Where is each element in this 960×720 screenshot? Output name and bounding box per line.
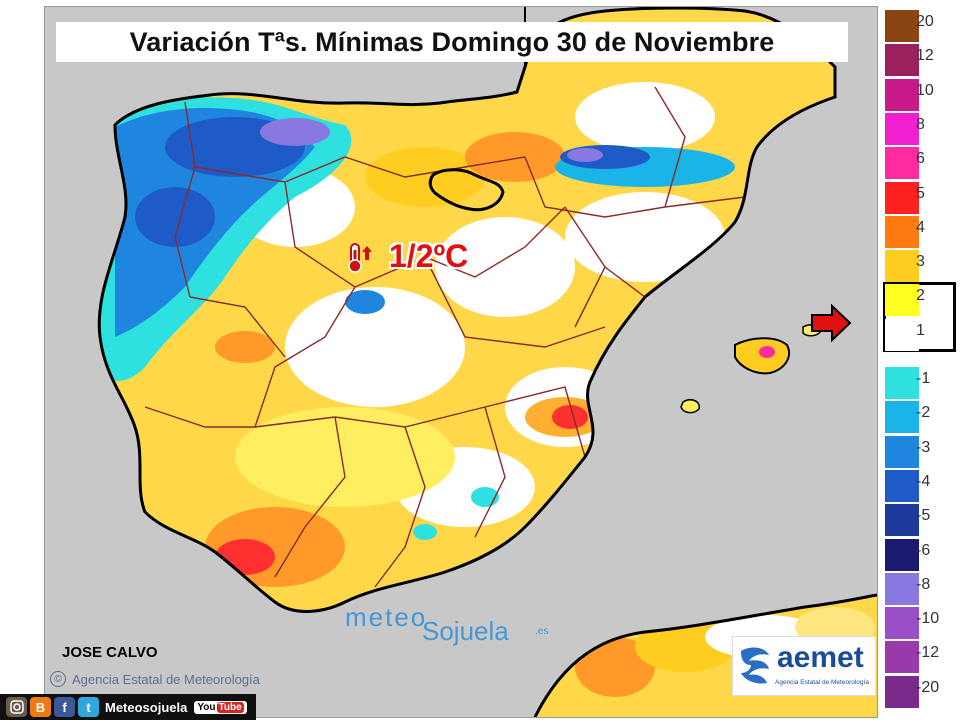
legend-label: 1: [916, 321, 925, 339]
legend-swatch: [885, 318, 919, 351]
aemet-logo: aemet Agencia Estatal de Meteorología: [732, 636, 876, 696]
legend-label: 5: [916, 184, 925, 202]
legend-swatch: [885, 10, 919, 42]
legend-swatch: [885, 215, 919, 248]
legend-swatch: [885, 504, 919, 537]
legend-label: 3: [916, 253, 925, 271]
social-handle[interactable]: Meteosojuela: [105, 699, 188, 715]
twitter-icon[interactable]: t: [78, 697, 99, 717]
legend-swatch: [885, 401, 919, 434]
legend-swatch: [885, 78, 919, 111]
copyright-icon: ©: [50, 671, 66, 687]
legend-swatch: [885, 112, 919, 145]
legend-label: -2: [916, 404, 931, 422]
anomaly-value: 1/2ºC: [389, 238, 469, 274]
youtube-icon[interactable]: You Tube: [194, 700, 247, 714]
anomaly-annotation: 1/2ºC: [345, 238, 468, 275]
legend-swatch: [885, 641, 919, 674]
legend-label: -4: [916, 472, 931, 490]
legend-swatch: [885, 181, 919, 214]
legend-label: -20: [916, 678, 940, 696]
agency-credit: © Agencia Estatal de Meteorología: [50, 671, 260, 687]
instagram-icon[interactable]: [6, 697, 27, 717]
legend-swatch: [885, 607, 919, 640]
thermometer-up-icon: [348, 242, 372, 273]
legend-label: -3: [916, 438, 931, 456]
red-arrow-icon: [811, 303, 852, 343]
legend-label: -5: [916, 507, 931, 525]
legend-swatch: [885, 572, 919, 605]
legend-label: 6: [916, 150, 925, 168]
legend-swatch: [885, 675, 919, 708]
legend-label: -8: [916, 575, 931, 593]
author-credit: JOSE CALVO: [62, 644, 158, 661]
legend-swatch: [885, 367, 919, 399]
legend-label: 12: [916, 47, 934, 65]
legend-label: -12: [916, 644, 940, 662]
legend-swatch: [885, 538, 919, 571]
legend-swatch: [885, 435, 919, 468]
legend-swatch: [885, 147, 919, 180]
watermark-part2: Sojuela: [422, 616, 509, 646]
map-title: Variación Tªs. Mínimas Domingo 30 de Nov…: [56, 22, 848, 62]
facebook-icon[interactable]: f: [54, 697, 75, 717]
legend-label: -6: [916, 541, 931, 559]
temperature-map: [97, 7, 877, 717]
legend-label: -1: [916, 370, 931, 387]
legend-swatch: [885, 250, 919, 283]
aemet-name: aemet: [777, 641, 864, 674]
legend-label: 10: [916, 81, 934, 99]
legend-highlight-box: [883, 282, 956, 352]
meteosojuela-watermark: meteo Sojuela .es: [345, 602, 548, 646]
legend-label: 4: [916, 218, 925, 236]
legend-swatch: [885, 284, 919, 317]
legend-label: -10: [916, 610, 940, 628]
map-frame: [44, 6, 878, 718]
watermark-part1: meteo: [345, 602, 428, 632]
social-bar: B f t Meteosojuela You Tube: [0, 694, 256, 720]
aemet-subtitle: Agencia Estatal de Meteorología: [775, 679, 869, 686]
legend-label: 2: [916, 287, 925, 305]
legend-swatch: [885, 44, 919, 77]
legend-swatch: [885, 469, 919, 502]
watermark-part3: .es: [535, 626, 549, 637]
youtube-you: You: [197, 701, 216, 713]
aemet-swirl-icon: [741, 647, 769, 684]
youtube-tube: Tube: [216, 701, 244, 713]
legend-label: 8: [916, 115, 925, 133]
blogger-icon[interactable]: B: [30, 697, 51, 717]
legend-label: 20: [916, 13, 934, 30]
agency-name: Agencia Estatal de Meteorología: [72, 671, 260, 687]
